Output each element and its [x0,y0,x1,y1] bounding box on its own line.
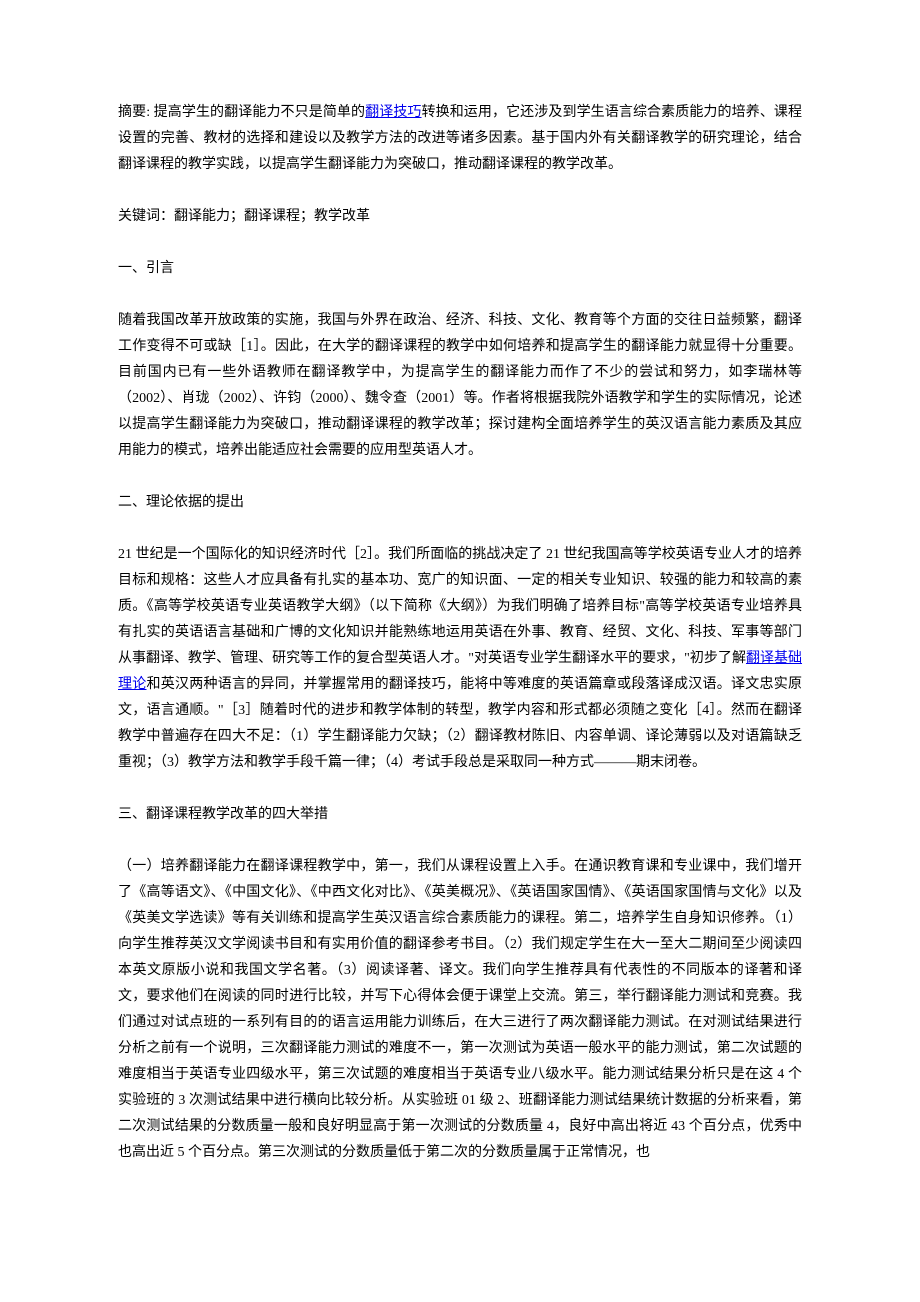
section-3-heading: 三、翻译课程教学改革的四大举措 [118,802,802,828]
section-2-heading: 二、理论依据的提出 [118,490,802,516]
section-1-body: 随着我国改革开放政策的实施，我国与外界在政治、经济、科技、文化、教育等个方面的交… [118,308,802,464]
section-3-body: （一）培养翻译能力在翻译课程教学中，第一，我们从课程设置上入手。在通识教育课和专… [118,854,802,1166]
abstract-paragraph: 摘要: 提高学生的翻译能力不只是简单的翻译技巧转换和运用，它还涉及到学生语言综合… [118,100,802,178]
abstract-text-pre: 摘要: 提高学生的翻译能力不只是简单的 [118,105,365,120]
document-page: 摘要: 提高学生的翻译能力不只是简单的翻译技巧转换和运用，它还涉及到学生语言综合… [0,0,920,1252]
section-1-heading: 一、引言 [118,256,802,282]
section-2-body-post: 和英汉两种语言的异同，并掌握常用的翻译技巧，能将中等难度的英语篇章或段落译成汉语… [118,677,802,770]
keywords-paragraph: 关键词：翻译能力；翻译课程；教学改革 [118,204,802,230]
link-translation-skills[interactable]: 翻译技巧 [365,105,421,120]
section-2-body-pre: 21 世纪是一个国际化的知识经济时代［2］。我们所面临的挑战决定了 21 世纪我… [118,547,802,666]
section-2-body: 21 世纪是一个国际化的知识经济时代［2］。我们所面临的挑战决定了 21 世纪我… [118,542,802,776]
